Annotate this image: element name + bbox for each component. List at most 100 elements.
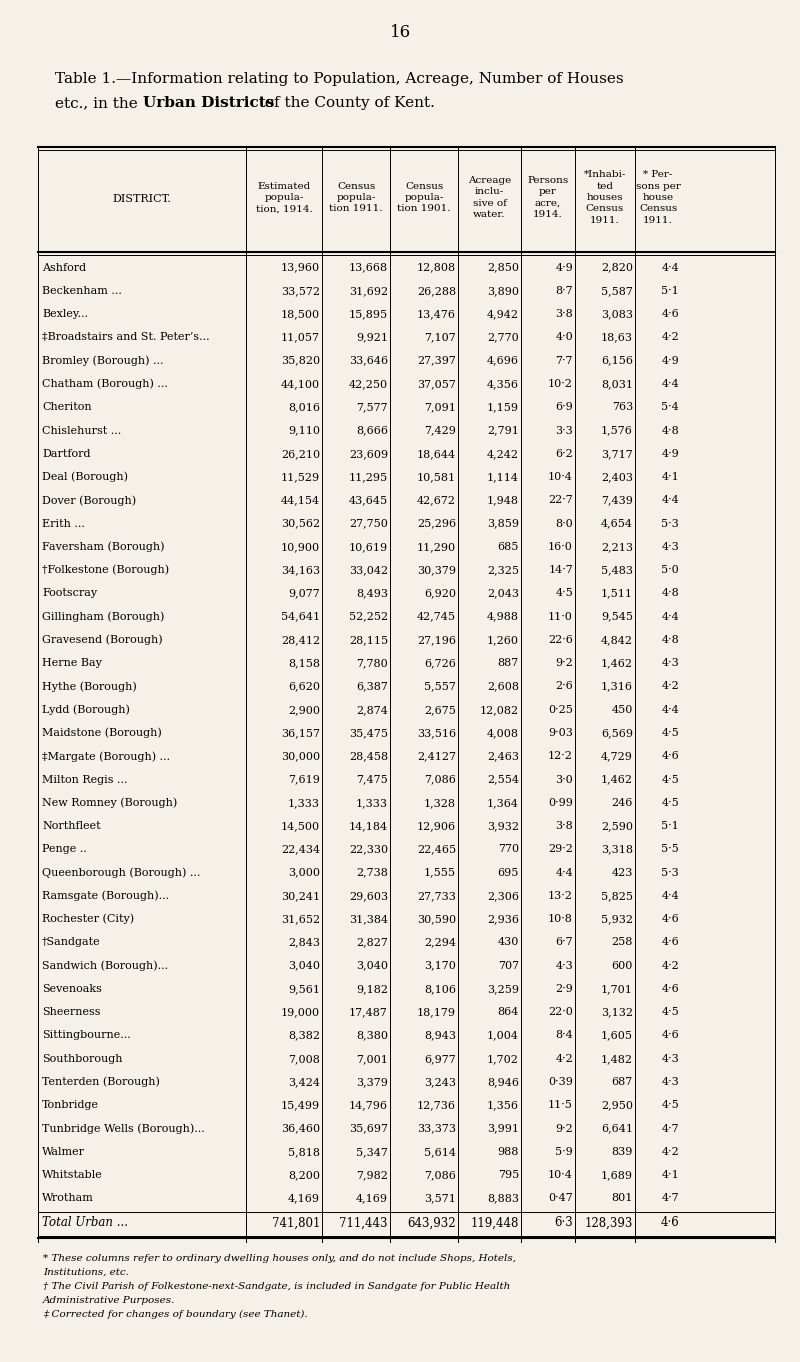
Text: 4·5: 4·5 bbox=[555, 588, 573, 598]
Text: 695: 695 bbox=[498, 868, 519, 877]
Text: † The Civil Parish of Folkestone-next-Sandgate, is included in Sandgate for Publ: † The Civil Parish of Folkestone-next-Sa… bbox=[43, 1282, 510, 1291]
Text: 2,294: 2,294 bbox=[424, 937, 456, 948]
Text: Cheriton: Cheriton bbox=[42, 402, 92, 413]
Text: 5,347: 5,347 bbox=[356, 1147, 388, 1156]
Text: etc., in the: etc., in the bbox=[55, 95, 142, 110]
Text: 22,330: 22,330 bbox=[349, 844, 388, 854]
Text: 4·7: 4·7 bbox=[662, 1193, 679, 1204]
Text: Persons
per
acre,
1914.: Persons per acre, 1914. bbox=[527, 176, 569, 219]
Text: * Per-
sons per
house
Census
1911.: * Per- sons per house Census 1911. bbox=[635, 170, 681, 225]
Text: 3,424: 3,424 bbox=[288, 1077, 320, 1087]
Text: 12,808: 12,808 bbox=[417, 263, 456, 272]
Text: 2,463: 2,463 bbox=[487, 752, 519, 761]
Text: 2,213: 2,213 bbox=[601, 542, 633, 552]
Text: 643,932: 643,932 bbox=[407, 1216, 456, 1230]
Text: 8,016: 8,016 bbox=[288, 402, 320, 413]
Text: 5·1: 5·1 bbox=[662, 821, 679, 831]
Text: 246: 246 bbox=[612, 798, 633, 808]
Text: 23,609: 23,609 bbox=[349, 449, 388, 459]
Text: 11,290: 11,290 bbox=[417, 542, 456, 552]
Text: 4,696: 4,696 bbox=[487, 355, 519, 366]
Text: 3,318: 3,318 bbox=[601, 844, 633, 854]
Text: 2,850: 2,850 bbox=[487, 263, 519, 272]
Text: 3,991: 3,991 bbox=[487, 1124, 519, 1133]
Text: 7,429: 7,429 bbox=[424, 425, 456, 436]
Text: Bexley...: Bexley... bbox=[42, 309, 88, 319]
Text: 2,325: 2,325 bbox=[487, 565, 519, 575]
Text: 15,895: 15,895 bbox=[349, 309, 388, 319]
Text: 801: 801 bbox=[612, 1193, 633, 1204]
Text: 4·3: 4·3 bbox=[662, 542, 679, 552]
Text: Tenterden (Borough): Tenterden (Borough) bbox=[42, 1077, 160, 1087]
Text: 29,603: 29,603 bbox=[349, 891, 388, 900]
Text: Penge ..: Penge .. bbox=[42, 844, 86, 854]
Text: Institutions, etc.: Institutions, etc. bbox=[43, 1268, 129, 1278]
Text: 3,859: 3,859 bbox=[487, 519, 519, 528]
Text: 4·6: 4·6 bbox=[662, 752, 679, 761]
Text: 30,590: 30,590 bbox=[417, 914, 456, 925]
Text: 8,380: 8,380 bbox=[356, 1031, 388, 1041]
Text: 687: 687 bbox=[612, 1077, 633, 1087]
Text: 864: 864 bbox=[498, 1008, 519, 1017]
Text: 5·0: 5·0 bbox=[662, 565, 679, 575]
Text: * These columns refer to ordinary dwelling houses only, and do not include Shops: * These columns refer to ordinary dwelli… bbox=[43, 1254, 516, 1263]
Text: Footscray: Footscray bbox=[42, 588, 97, 598]
Text: 4·2: 4·2 bbox=[662, 681, 679, 692]
Text: 2,554: 2,554 bbox=[487, 775, 519, 785]
Text: 3,083: 3,083 bbox=[601, 309, 633, 319]
Text: 795: 795 bbox=[498, 1170, 519, 1179]
Text: 11·5: 11·5 bbox=[548, 1100, 573, 1110]
Text: 4·5: 4·5 bbox=[662, 729, 679, 738]
Text: 4·4: 4·4 bbox=[662, 704, 679, 715]
Text: 4·4: 4·4 bbox=[662, 496, 679, 505]
Text: 42,250: 42,250 bbox=[349, 379, 388, 390]
Text: 5,557: 5,557 bbox=[424, 681, 456, 692]
Text: 3,259: 3,259 bbox=[487, 983, 519, 994]
Text: 1,605: 1,605 bbox=[601, 1031, 633, 1041]
Text: 6,156: 6,156 bbox=[601, 355, 633, 366]
Text: Urban Districts: Urban Districts bbox=[143, 95, 274, 110]
Text: 3·3: 3·3 bbox=[555, 425, 573, 436]
Text: Maidstone (Borough): Maidstone (Borough) bbox=[42, 727, 162, 738]
Text: 423: 423 bbox=[612, 868, 633, 877]
Text: 7,619: 7,619 bbox=[288, 775, 320, 785]
Text: 18,500: 18,500 bbox=[281, 309, 320, 319]
Text: 5·3: 5·3 bbox=[662, 868, 679, 877]
Text: 27,750: 27,750 bbox=[349, 519, 388, 528]
Text: 7,091: 7,091 bbox=[424, 402, 456, 413]
Text: 6,387: 6,387 bbox=[356, 681, 388, 692]
Text: 1,948: 1,948 bbox=[487, 496, 519, 505]
Text: Dover (Borough): Dover (Borough) bbox=[42, 494, 136, 505]
Text: 1,462: 1,462 bbox=[601, 775, 633, 785]
Text: ‡Margate (Borough) ...: ‡Margate (Borough) ... bbox=[42, 750, 170, 761]
Text: 10·4: 10·4 bbox=[548, 473, 573, 482]
Text: 4,842: 4,842 bbox=[601, 635, 633, 646]
Text: 5,818: 5,818 bbox=[288, 1147, 320, 1156]
Text: 2,306: 2,306 bbox=[487, 891, 519, 900]
Text: 4·3: 4·3 bbox=[662, 658, 679, 669]
Text: Sittingbourne...: Sittingbourne... bbox=[42, 1031, 130, 1041]
Text: 7,086: 7,086 bbox=[424, 1170, 456, 1179]
Text: Gravesend (Borough): Gravesend (Borough) bbox=[42, 635, 162, 646]
Text: 28,458: 28,458 bbox=[349, 752, 388, 761]
Text: 9,545: 9,545 bbox=[601, 612, 633, 621]
Text: 4·4: 4·4 bbox=[662, 263, 679, 272]
Text: 1,316: 1,316 bbox=[601, 681, 633, 692]
Text: 3,717: 3,717 bbox=[602, 449, 633, 459]
Text: 4·4: 4·4 bbox=[662, 379, 679, 390]
Text: 988: 988 bbox=[498, 1147, 519, 1156]
Text: Gillingham (Borough): Gillingham (Borough) bbox=[42, 612, 164, 622]
Text: 36,157: 36,157 bbox=[281, 729, 320, 738]
Text: 2,936: 2,936 bbox=[487, 914, 519, 925]
Text: 8,158: 8,158 bbox=[288, 658, 320, 669]
Text: 4,242: 4,242 bbox=[487, 449, 519, 459]
Text: 10,619: 10,619 bbox=[349, 542, 388, 552]
Text: 4·7: 4·7 bbox=[662, 1124, 679, 1133]
Text: 13,960: 13,960 bbox=[281, 263, 320, 272]
Text: 4,729: 4,729 bbox=[601, 752, 633, 761]
Text: Chislehurst ...: Chislehurst ... bbox=[42, 425, 122, 436]
Text: Ashford: Ashford bbox=[42, 263, 86, 272]
Text: Dartford: Dartford bbox=[42, 449, 90, 459]
Text: 711,443: 711,443 bbox=[339, 1216, 388, 1230]
Text: 42,672: 42,672 bbox=[417, 496, 456, 505]
